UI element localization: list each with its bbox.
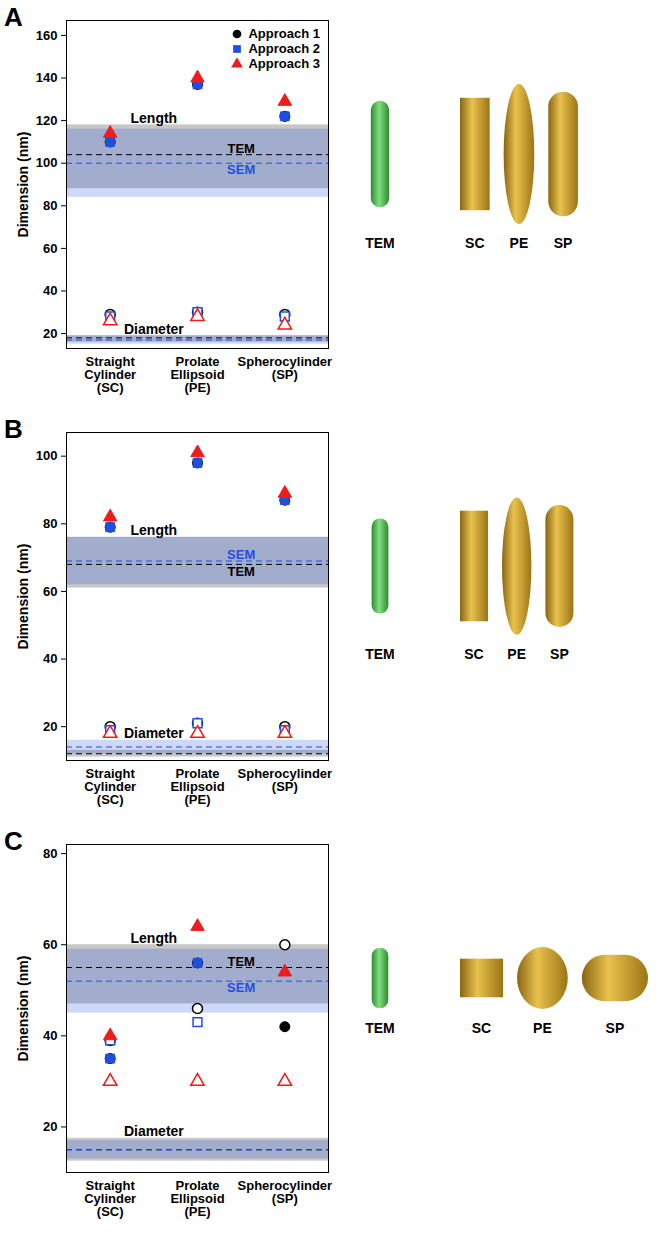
svg-text:Diameter: Diameter bbox=[124, 321, 184, 337]
svg-text:Length: Length bbox=[131, 930, 178, 946]
svg-text:SC: SC bbox=[465, 235, 484, 251]
svg-text:TEM: TEM bbox=[365, 235, 395, 251]
svg-text:SP: SP bbox=[554, 235, 573, 251]
svg-text:20: 20 bbox=[43, 719, 57, 734]
svg-text:SEM: SEM bbox=[227, 547, 255, 562]
svg-text:Spherocylinder(SP): Spherocylinder(SP) bbox=[238, 354, 333, 382]
svg-text:StraightCylinder(SC): StraightCylinder(SC) bbox=[84, 1178, 136, 1219]
svg-text:SP: SP bbox=[550, 646, 569, 662]
svg-text:PE: PE bbox=[507, 646, 526, 662]
svg-text:ProlateEllipsoid(PE): ProlateEllipsoid(PE) bbox=[170, 354, 224, 395]
svg-text:60: 60 bbox=[43, 937, 57, 952]
svg-text:100: 100 bbox=[36, 448, 58, 463]
svg-text:TEM: TEM bbox=[365, 1020, 395, 1036]
svg-text:60: 60 bbox=[43, 241, 57, 256]
svg-text:SC: SC bbox=[472, 1020, 491, 1036]
svg-text:Dimension (nm): Dimension (nm) bbox=[15, 544, 31, 650]
svg-text:StraightCylinder(SC): StraightCylinder(SC) bbox=[84, 354, 136, 395]
svg-text:StraightCylinder(SC): StraightCylinder(SC) bbox=[84, 766, 136, 807]
html-text:C: C bbox=[4, 826, 23, 856]
svg-text:Length: Length bbox=[131, 110, 178, 126]
svg-text:20: 20 bbox=[43, 1119, 57, 1134]
svg-text:SEM: SEM bbox=[227, 162, 255, 177]
svg-text:80: 80 bbox=[43, 198, 57, 213]
svg-text:TEM: TEM bbox=[227, 141, 254, 156]
html-text:Approach 1: Approach 1 bbox=[248, 26, 320, 41]
svg-text:TEM: TEM bbox=[227, 564, 254, 579]
html-text:A: A bbox=[4, 2, 23, 32]
svg-text:20: 20 bbox=[43, 326, 57, 341]
svg-text:80: 80 bbox=[43, 516, 57, 531]
svg-text:ProlateEllipsoid(PE): ProlateEllipsoid(PE) bbox=[170, 1178, 224, 1219]
svg-text:Length: Length bbox=[131, 522, 178, 538]
svg-text:SP: SP bbox=[606, 1020, 625, 1036]
svg-text:PE: PE bbox=[533, 1020, 552, 1036]
html-text:Approach 2: Approach 2 bbox=[248, 41, 320, 56]
html-text:Approach 3: Approach 3 bbox=[248, 56, 320, 71]
svg-text:80: 80 bbox=[43, 846, 57, 861]
svg-text:Diameter: Diameter bbox=[124, 1123, 184, 1139]
svg-text:Spherocylinder(SP): Spherocylinder(SP) bbox=[238, 1178, 333, 1206]
svg-text:TEM: TEM bbox=[365, 646, 395, 662]
svg-text:40: 40 bbox=[43, 1028, 57, 1043]
svg-text:40: 40 bbox=[43, 651, 57, 666]
svg-text:100: 100 bbox=[36, 155, 58, 170]
svg-text:140: 140 bbox=[36, 70, 58, 85]
svg-text:60: 60 bbox=[43, 584, 57, 599]
svg-text:SC: SC bbox=[464, 646, 483, 662]
svg-text:40: 40 bbox=[43, 283, 57, 298]
svg-text:Spherocylinder(SP): Spherocylinder(SP) bbox=[238, 766, 333, 794]
html-text:B: B bbox=[4, 414, 23, 444]
svg-text:160: 160 bbox=[36, 28, 58, 43]
svg-text:Dimension (nm): Dimension (nm) bbox=[15, 132, 31, 238]
svg-text:PE: PE bbox=[510, 235, 529, 251]
svg-text:SEM: SEM bbox=[227, 980, 255, 995]
svg-text:120: 120 bbox=[36, 113, 58, 128]
svg-text:TEM: TEM bbox=[227, 954, 254, 969]
svg-text:Dimension (nm): Dimension (nm) bbox=[15, 956, 31, 1062]
svg-text:ProlateEllipsoid(PE): ProlateEllipsoid(PE) bbox=[170, 766, 224, 807]
svg-text:Diameter: Diameter bbox=[124, 725, 184, 741]
